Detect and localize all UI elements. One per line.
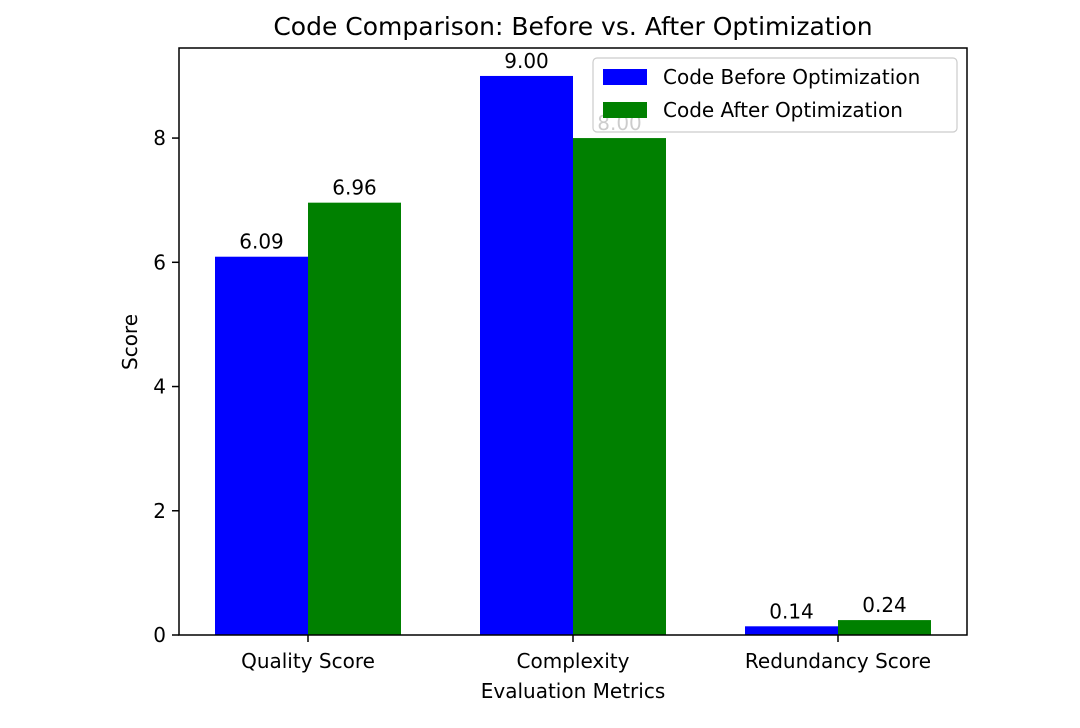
legend-label-before: Code Before Optimization <box>663 65 920 89</box>
x-axis-label: Evaluation Metrics <box>481 679 665 703</box>
x-tick-label: Complexity <box>517 649 630 673</box>
y-tick-label: 6 <box>153 250 166 274</box>
legend-swatch-before <box>603 69 647 85</box>
x-axis: Quality Score Complexity Redundancy Score <box>241 635 931 673</box>
value-label-after-0: 6.96 <box>332 176 377 200</box>
bar-after-1 <box>573 138 666 635</box>
bars-layer <box>215 75 931 635</box>
y-tick-label: 8 <box>153 126 166 150</box>
x-tick-label: Quality Score <box>241 649 375 673</box>
value-label-before-2: 0.14 <box>769 599 814 623</box>
legend-label-after: Code After Optimization <box>663 98 903 122</box>
y-axis: 0 2 4 6 8 <box>153 126 179 647</box>
bar-before-1 <box>480 75 573 635</box>
bar-after-2 <box>838 620 931 635</box>
legend-box <box>592 57 958 133</box>
legend-swatch-after <box>603 102 647 118</box>
bar-before-0 <box>215 256 308 635</box>
bar-after-0 <box>308 202 401 635</box>
y-axis-label: Score <box>118 314 142 370</box>
legend: Code Before Optimization Code After Optim… <box>592 57 958 133</box>
bar-before-2 <box>745 626 838 635</box>
value-label-after-2: 0.24 <box>862 593 907 617</box>
y-tick-label: 2 <box>153 499 166 523</box>
value-label-before-0: 6.09 <box>239 230 284 254</box>
value-label-before-1: 9.00 <box>504 49 549 73</box>
x-tick-label: Redundancy Score <box>745 649 931 673</box>
chart-title: Code Comparison: Before vs. After Optimi… <box>273 12 872 41</box>
y-tick-label: 4 <box>153 375 166 399</box>
y-tick-label: 0 <box>153 623 166 647</box>
